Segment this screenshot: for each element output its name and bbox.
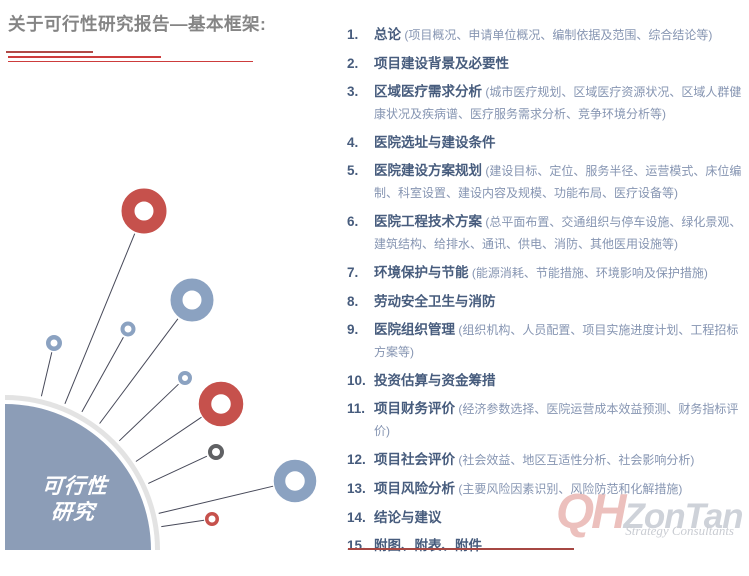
logo-subtext: Strategy Consultants [625,523,734,538]
connector-line-8 [158,485,274,514]
list-item-heading: 投资估算与资金筹措 [374,373,496,388]
list-item: 8. 劳动安全卫生与消防 [347,291,745,312]
ring-red-small [205,512,219,526]
list-item-number: 2. [347,56,359,71]
list-item-heading: 医院建设方案规划 [374,163,482,178]
list-item-heading: 区域医疗需求分析 [374,84,482,99]
ring-blue-small-3 [178,371,192,385]
list-item: 13. 项目风险分析 (主要风险因素识别、风险防范和化解措施) [347,478,745,500]
ring-gray-small [208,444,224,460]
list-item: 4. 医院选址与建设条件 [347,132,745,153]
watermark-logo: QHZonTan Strategy Consultants [556,485,744,539]
list-item: 9. 医院组织管理 (组织机构、人员配置、项目实施进度计划、工程招标方案等) [347,319,745,363]
logo-zontan-text: ZonTan [623,497,744,536]
list-item: 11. 项目财务评价 (经济参数选择、医院运营成本效益预测、财务指标评价) [347,398,745,442]
framework-list: 1. 总论 (项目概况、申请单位概况、编制依据及范围、综合结论等) 2. 项目建设背… [347,24,745,563]
list-item-detail: (项目概况、申请单位概况、编制依据及范围、综合结论等) [401,28,713,42]
disc-label-line1: 可行性 [41,474,109,498]
connector-line-2 [64,233,136,404]
list-item-detail: (主要风险因素识别、风险防范和化解措施) [455,482,683,496]
list-item-number: 10. [347,373,366,388]
list-item-detail: (社会效益、地区互适性分析、社会影响分析) [455,453,695,467]
list-item-detail: (总平面布置、交通组织与停车设施、绿化景观、建筑结构、给排水、通讯、供电、消防、… [374,215,742,251]
disc-label-line2: 研究 [50,500,96,524]
title-underline-2 [8,56,161,58]
list-item: 6. 医院工程技术方案 (总平面布置、交通组织与停车设施、绿化景观、建筑结构、给排… [347,211,745,255]
list-item-number: 5. [347,163,359,178]
list-item-number: 4. [347,135,359,150]
list-item-heading: 项目建设背景及必要性 [374,56,509,71]
connector-line-7 [148,455,208,484]
connector-line-5 [118,383,179,442]
list-item: 10. 投资估算与资金筹措 [347,370,745,391]
list-item-number: 11. [347,401,366,416]
list-item-detail: (组织机构、人员配置、项目实施进度计划、工程招标方案等) [374,323,739,359]
logo-qh-text: QH [556,485,626,539]
list-item-number: 15. [347,538,366,553]
connector-line-9 [161,519,205,528]
list-item-detail: (建设目标、定位、服务半径、运营模式、床位编制、科室设置、建设内容及规模、功能布… [374,164,742,200]
list-item: 12. 项目社会评价 (社会效益、地区互适性分析、社会影响分析) [347,449,745,471]
list-item-heading: 项目社会评价 [374,452,455,467]
list-item-heading: 项目风险分析 [374,481,455,496]
connector-line-6 [135,416,202,462]
list-item-heading: 劳动安全卫生与消防 [374,294,496,309]
list-item: 14. 结论与建议 [347,507,745,528]
ring-red-large-2 [198,381,244,427]
list-item-number: 13. [347,481,366,496]
list-item-detail: (能源消耗、节能措施、环境影响及保护措施) [468,266,708,280]
list-item-number: 1. [347,27,359,42]
list-item: 7. 环境保护与节能 (能源消耗、节能措施、环境影响及保护措施) [347,262,745,284]
list-item-number: 12. [347,452,366,467]
list-item: 2. 项目建设背景及必要性 [347,53,745,74]
page-title: 关于可行性研究报告—基本框架: [8,14,267,34]
list-item-number: 14. [347,510,366,525]
list-item-heading: 总论 [374,27,401,42]
list-item-number: 6. [347,214,359,229]
ring-blue-small-2 [46,335,62,351]
disc [5,404,151,550]
list-item-number: 3. [347,84,359,99]
list-item-heading: 环境保护与节能 [374,265,469,280]
ring-blue-small-1 [120,321,136,337]
list-bottom-rule [348,548,574,550]
disc-label: 可行性 研究 [16,473,132,525]
list-item: 1. 总论 (项目概况、申请单位概况、编制依据及范围、综合结论等) [347,24,745,46]
list-item-detail: (城市医疗规划、区域医疗资源状况、区域人群健康状况及疾病谱、医疗服务需求分析、竞… [374,85,742,121]
connector-line-3 [81,337,124,413]
list-item-heading: 医院组织管理 [374,322,455,337]
ring-red-large-1 [121,188,167,234]
list-item: 15. 附图、附表、附件 [347,535,745,556]
list-item-heading: 项目财务评价 [374,401,455,416]
list-item: 5. 医院建设方案规划 (建设目标、定位、服务半径、运营模式、床位编制、科室设置、… [347,160,745,204]
list-item-heading: 附图、附表、附件 [374,538,482,553]
list-item-heading: 结论与建议 [374,510,442,525]
title-underline-3 [8,60,253,62]
list-item-heading: 医院工程技术方案 [374,214,482,229]
list-item-number: 7. [347,265,359,280]
connector-line-1 [40,352,53,397]
list-item-detail: (经济参数选择、医院运营成本效益预测、财务指标评价) [374,402,739,438]
list-item: 3. 区域医疗需求分析 (城市医疗规划、区域医疗资源状况、区域人群健康状况及疾病谱… [347,81,745,125]
title-underline-1 [6,51,93,53]
list-item-number: 8. [347,294,359,309]
list-item-number: 9. [347,322,359,337]
ring-blue-large-1 [170,278,214,322]
connector-line-4 [99,318,179,424]
ring-blue-large-2 [273,459,317,503]
list-item-heading: 医院选址与建设条件 [374,135,496,150]
